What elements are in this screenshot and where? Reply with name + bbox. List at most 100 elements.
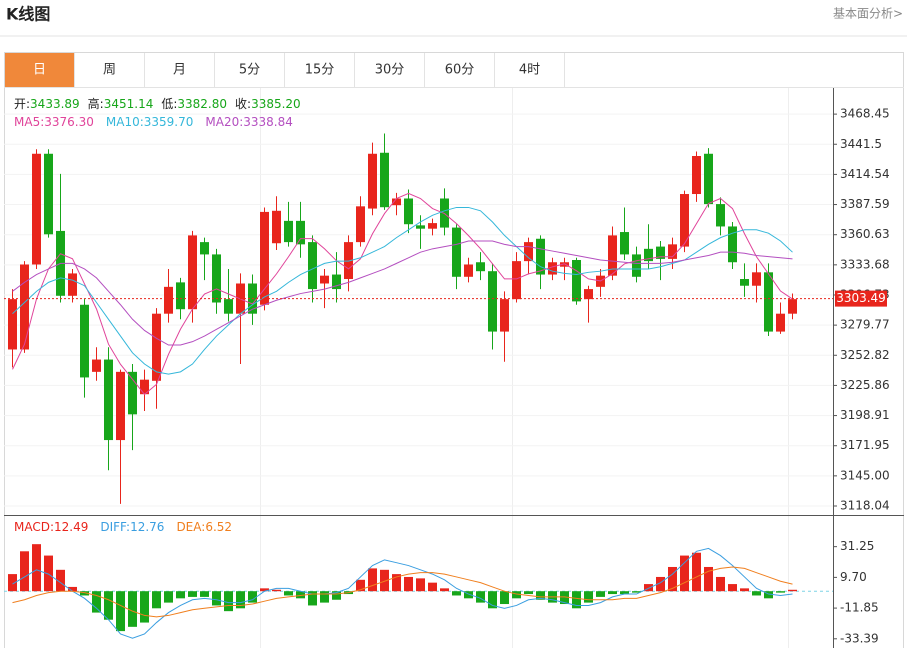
tab-label[interactable]: 周 [103,63,116,78]
legend-value: 3359.70 [144,115,194,129]
candle-body [548,262,557,275]
ma-line [12,240,793,346]
macd-bar [236,591,245,609]
macd-bar [380,569,389,592]
macd-bar [536,591,545,600]
legend-value: 12.49 [54,520,88,534]
macd-bar [560,591,569,605]
tab[interactable] [215,53,284,87]
macd-line [12,566,793,618]
macd-bar [176,591,185,599]
tab-label[interactable]: 4时 [519,63,540,78]
candle-body [572,260,581,302]
y-tick-label: 3468.45 [840,107,890,121]
y-tick-label: 3118.04 [840,499,890,513]
candle-body [104,359,113,441]
macd-bar [740,588,749,592]
macd-bar [632,591,641,593]
macd-bar [104,591,113,620]
macd-bar [728,584,737,592]
candle-body [764,272,773,332]
ma-line [12,206,793,375]
legend-value: 3451.14 [104,97,154,111]
macd-bar [68,586,77,592]
candle-body [620,232,629,255]
candle-body [320,275,329,284]
legend-name: 开: [14,97,30,111]
macd-bar [476,591,485,603]
macd-bar [596,591,605,597]
macd-bar [296,591,305,599]
tab[interactable] [495,53,564,87]
candle-body [692,155,701,195]
page-title: K线图 [6,5,50,24]
tab[interactable] [425,53,494,87]
legend-value: 3376.30 [44,115,94,129]
candle-body [656,246,665,259]
macd-bar [140,591,149,623]
candle-body [608,235,617,276]
legend-name: 收: [235,97,251,111]
macd-line [12,547,793,639]
macd-bar [764,591,773,599]
macd-bar [776,591,785,593]
macd-bar [248,591,257,603]
macd-bar [80,591,89,596]
macd-bar [164,591,173,603]
tab[interactable] [5,53,74,87]
macd-bar [668,566,677,592]
last-price-box [835,290,887,307]
candle-body [524,242,533,262]
tab[interactable] [145,53,214,87]
candle-body [272,210,281,244]
tab[interactable] [285,53,354,87]
tab-label[interactable]: 日 [33,63,46,78]
y-tick-label: 3225.86 [840,378,890,392]
candle-body [632,254,641,277]
legend-name: MA10: [106,115,144,129]
y-tick-label: 31.25 [840,539,874,553]
macd-legend: MACD:12.49 DIFF:12.76 DEA:6.52 [14,520,232,534]
legend-name: MA20: [205,115,243,129]
macd-bar [428,582,437,592]
candle-body [20,264,29,350]
macd-bar [464,591,473,599]
candle-body [224,299,233,314]
macd-bar [452,591,461,596]
legend-value: 6.52 [205,520,232,534]
tab-label[interactable]: 30分 [375,63,405,78]
tab[interactable] [75,53,144,87]
candle-body [740,279,749,286]
candle-body [536,238,545,275]
candle-body [440,198,449,228]
tab-label[interactable]: 5分 [239,63,260,78]
candle-body [380,152,389,208]
candle-body [260,211,269,305]
candle-body [200,242,209,255]
macd-bar [524,591,533,595]
legend-name: 高: [88,96,104,111]
y-tick-label: 9.70 [840,570,867,584]
candle-body [728,226,737,263]
macd-bar [128,591,137,627]
ma-line [12,192,793,396]
candle-body [368,153,377,209]
macd-bar [692,552,701,592]
candle-body [116,371,125,441]
tab-label[interactable]: 月 [173,63,186,78]
macd-bar [332,591,341,600]
analysis-link[interactable]: 基本面分析> [833,7,903,21]
candle-body [8,299,17,350]
macd-bar [92,591,101,613]
tab-label[interactable]: 60分 [445,63,475,78]
candle-body [68,273,77,296]
candle-body [488,271,497,332]
legend-value: 3338.84 [243,115,293,129]
macd-bar [512,591,521,599]
candle-body [512,261,521,300]
tab-label[interactable]: 15分 [305,63,335,78]
macd-bar [788,589,797,592]
tab[interactable] [355,53,424,87]
legend-name: 低: [161,97,177,111]
candle-body [140,379,149,395]
